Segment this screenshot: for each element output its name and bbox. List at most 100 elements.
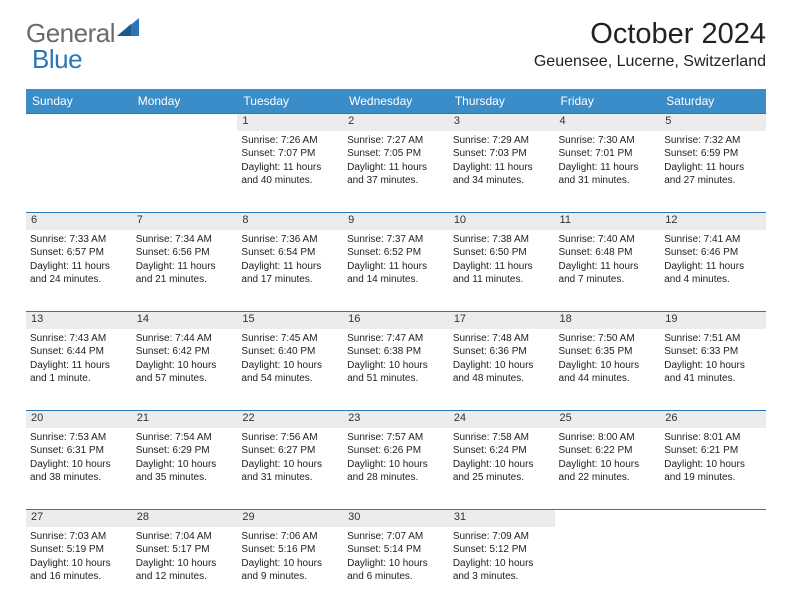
day-cell: Sunrise: 7:32 AMSunset: 6:59 PMDaylight:… [660,131,766,213]
day-number-cell: 2 [343,114,449,131]
day-cell-content: Sunrise: 7:53 AMSunset: 6:31 PMDaylight:… [30,431,128,485]
daylight-text: Daylight: 10 hours and 38 minutes. [30,458,128,485]
sunrise-text: Sunrise: 7:53 AM [30,431,128,445]
day-cell: Sunrise: 7:44 AMSunset: 6:42 PMDaylight:… [132,329,238,411]
sunset-text: Sunset: 6:52 PM [347,246,445,260]
day-cell: Sunrise: 8:01 AMSunset: 6:21 PMDaylight:… [660,428,766,510]
sunset-text: Sunset: 6:22 PM [559,444,657,458]
daylight-text: Daylight: 10 hours and 28 minutes. [347,458,445,485]
sunrise-text: Sunrise: 7:58 AM [453,431,551,445]
day-cell: Sunrise: 7:37 AMSunset: 6:52 PMDaylight:… [343,230,449,312]
daylight-text: Daylight: 11 hours and 27 minutes. [664,161,762,188]
day-cell: Sunrise: 7:51 AMSunset: 6:33 PMDaylight:… [660,329,766,411]
day-cell: Sunrise: 7:53 AMSunset: 6:31 PMDaylight:… [26,428,132,510]
day-cell-content: Sunrise: 7:26 AMSunset: 7:07 PMDaylight:… [241,134,339,188]
sunrise-text: Sunrise: 7:36 AM [241,233,339,247]
day-header: Sunday [26,89,132,114]
daylight-text: Daylight: 10 hours and 19 minutes. [664,458,762,485]
sunrise-text: Sunrise: 7:34 AM [136,233,234,247]
daylight-text: Daylight: 11 hours and 40 minutes. [241,161,339,188]
daylight-text: Daylight: 10 hours and 48 minutes. [453,359,551,386]
daylight-text: Daylight: 10 hours and 44 minutes. [559,359,657,386]
calendar-table: Sunday Monday Tuesday Wednesday Thursday… [26,89,766,609]
day-number-cell: 23 [343,411,449,428]
day-cell-content: Sunrise: 7:04 AMSunset: 5:17 PMDaylight:… [136,530,234,584]
day-number-cell: 3 [449,114,555,131]
day-number-cell [555,510,661,527]
sunset-text: Sunset: 6:33 PM [664,345,762,359]
daylight-text: Daylight: 10 hours and 9 minutes. [241,557,339,584]
day-cell-content: Sunrise: 7:48 AMSunset: 6:36 PMDaylight:… [453,332,551,386]
sunrise-text: Sunrise: 7:09 AM [453,530,551,544]
sunset-text: Sunset: 5:14 PM [347,543,445,557]
sunrise-text: Sunrise: 7:33 AM [30,233,128,247]
day-number-cell: 6 [26,213,132,230]
day-cell: Sunrise: 7:26 AMSunset: 7:07 PMDaylight:… [237,131,343,213]
day-header: Friday [555,89,661,114]
day-cell: Sunrise: 7:56 AMSunset: 6:27 PMDaylight:… [237,428,343,510]
day-cell: Sunrise: 7:07 AMSunset: 5:14 PMDaylight:… [343,527,449,609]
day-cell: Sunrise: 7:47 AMSunset: 6:38 PMDaylight:… [343,329,449,411]
day-cell [555,527,661,609]
day-cell: Sunrise: 7:50 AMSunset: 6:35 PMDaylight:… [555,329,661,411]
sunrise-text: Sunrise: 7:07 AM [347,530,445,544]
daylight-text: Daylight: 11 hours and 34 minutes. [453,161,551,188]
sunset-text: Sunset: 6:29 PM [136,444,234,458]
daylight-text: Daylight: 11 hours and 4 minutes. [664,260,762,287]
daylight-text: Daylight: 10 hours and 35 minutes. [136,458,234,485]
daylight-text: Daylight: 11 hours and 11 minutes. [453,260,551,287]
day-cell-content: Sunrise: 7:43 AMSunset: 6:44 PMDaylight:… [30,332,128,386]
day-cell: Sunrise: 7:36 AMSunset: 6:54 PMDaylight:… [237,230,343,312]
sunset-text: Sunset: 6:35 PM [559,345,657,359]
day-cell-content: Sunrise: 7:30 AMSunset: 7:01 PMDaylight:… [559,134,657,188]
day-cell-content: Sunrise: 7:51 AMSunset: 6:33 PMDaylight:… [664,332,762,386]
day-cell: Sunrise: 7:30 AMSunset: 7:01 PMDaylight:… [555,131,661,213]
day-number-cell: 30 [343,510,449,527]
day-cell-content: Sunrise: 7:47 AMSunset: 6:38 PMDaylight:… [347,332,445,386]
day-cell-content: Sunrise: 7:36 AMSunset: 6:54 PMDaylight:… [241,233,339,287]
sunrise-text: Sunrise: 7:40 AM [559,233,657,247]
day-number-cell: 17 [449,312,555,329]
day-cell-content: Sunrise: 7:56 AMSunset: 6:27 PMDaylight:… [241,431,339,485]
day-number-cell: 25 [555,411,661,428]
daylight-text: Daylight: 10 hours and 3 minutes. [453,557,551,584]
day-cell: Sunrise: 7:43 AMSunset: 6:44 PMDaylight:… [26,329,132,411]
day-number-cell: 20 [26,411,132,428]
day-cell: Sunrise: 7:38 AMSunset: 6:50 PMDaylight:… [449,230,555,312]
sunset-text: Sunset: 6:38 PM [347,345,445,359]
day-cell-content: Sunrise: 7:29 AMSunset: 7:03 PMDaylight:… [453,134,551,188]
sunset-text: Sunset: 6:42 PM [136,345,234,359]
sunset-text: Sunset: 6:59 PM [664,147,762,161]
sunrise-text: Sunrise: 7:50 AM [559,332,657,346]
daylight-text: Daylight: 11 hours and 21 minutes. [136,260,234,287]
sunrise-text: Sunrise: 7:29 AM [453,134,551,148]
day-number-cell: 19 [660,312,766,329]
daylight-text: Daylight: 11 hours and 1 minute. [30,359,128,386]
sunset-text: Sunset: 6:31 PM [30,444,128,458]
day-cell: Sunrise: 7:41 AMSunset: 6:46 PMDaylight:… [660,230,766,312]
day-number-row: 2728293031 [26,510,766,527]
day-content-row: Sunrise: 7:43 AMSunset: 6:44 PMDaylight:… [26,329,766,411]
sunset-text: Sunset: 6:50 PM [453,246,551,260]
day-cell-content: Sunrise: 7:38 AMSunset: 6:50 PMDaylight:… [453,233,551,287]
day-number-cell: 22 [237,411,343,428]
day-cell-content: Sunrise: 7:50 AMSunset: 6:35 PMDaylight:… [559,332,657,386]
day-cell-content: Sunrise: 7:06 AMSunset: 5:16 PMDaylight:… [241,530,339,584]
day-cell-content: Sunrise: 7:44 AMSunset: 6:42 PMDaylight:… [136,332,234,386]
sunrise-text: Sunrise: 7:04 AM [136,530,234,544]
sunrise-text: Sunrise: 7:32 AM [664,134,762,148]
day-cell-content: Sunrise: 7:07 AMSunset: 5:14 PMDaylight:… [347,530,445,584]
sunrise-text: Sunrise: 7:38 AM [453,233,551,247]
day-header: Thursday [449,89,555,114]
sunrise-text: Sunrise: 7:41 AM [664,233,762,247]
day-number-cell: 14 [132,312,238,329]
sunset-text: Sunset: 6:27 PM [241,444,339,458]
header-row: General October 2024 Geuensee, Lucerne, … [26,18,766,71]
logo-triangle-icon [115,18,139,49]
sunrise-text: Sunrise: 7:30 AM [559,134,657,148]
day-number-cell: 28 [132,510,238,527]
day-number-cell: 26 [660,411,766,428]
sunrise-text: Sunrise: 7:47 AM [347,332,445,346]
day-number-row: 12345 [26,114,766,131]
day-cell: Sunrise: 7:09 AMSunset: 5:12 PMDaylight:… [449,527,555,609]
